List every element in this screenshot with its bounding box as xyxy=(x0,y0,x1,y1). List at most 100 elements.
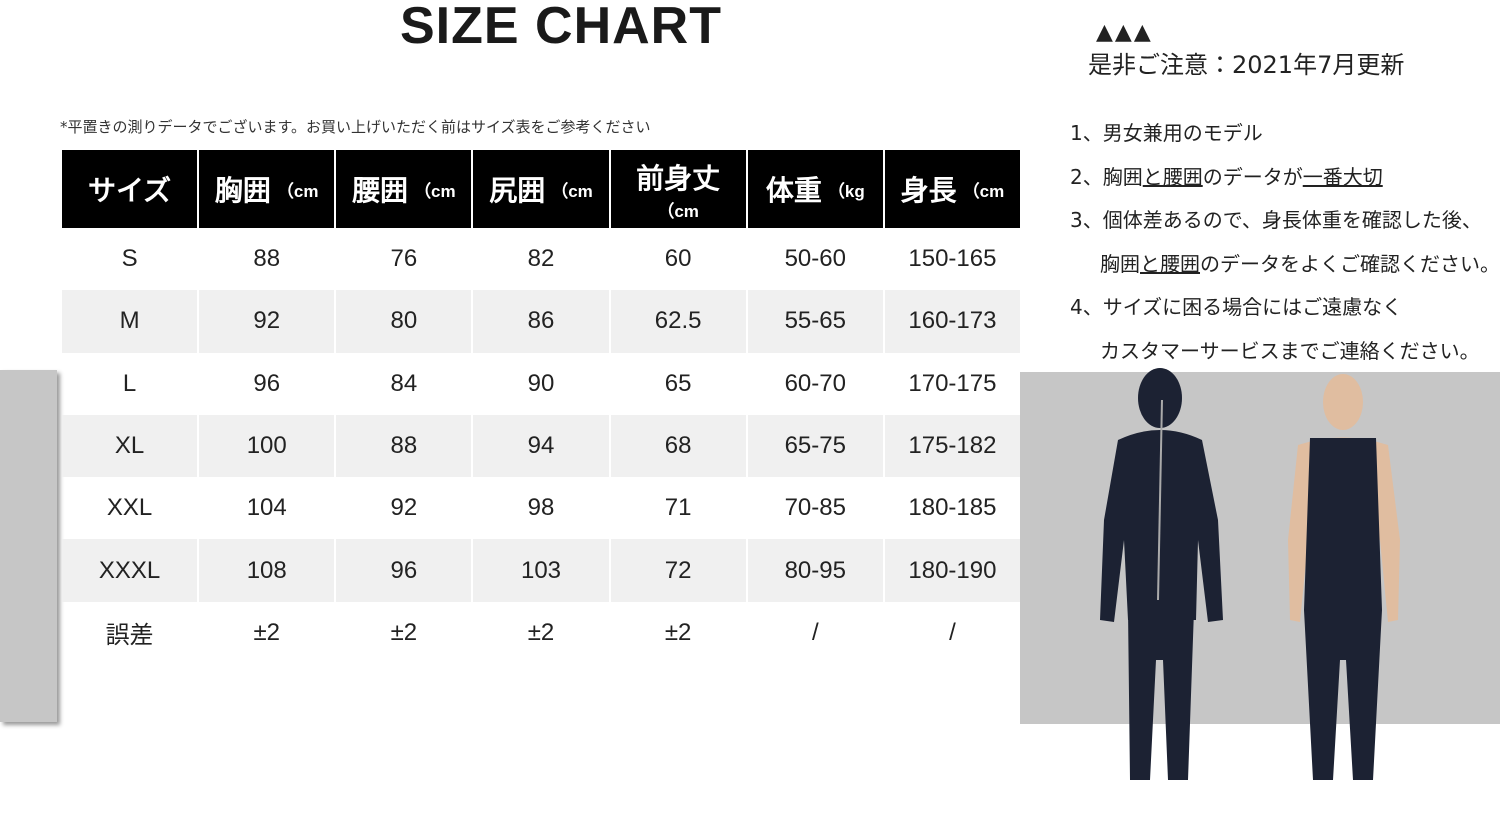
note-segment: 4、サイズに困る場合にはご遠慮なく xyxy=(1070,295,1403,319)
note-segment: 2、胸囲 xyxy=(1070,164,1143,189)
header-label: 腰囲 xyxy=(352,175,409,206)
note-line: 3、個体差あるので、身長体重を確認した後、 xyxy=(1070,199,1500,243)
table-cell: 70-85 xyxy=(784,494,846,522)
header-unit: （cm xyxy=(657,201,699,221)
table-cell: ±2 xyxy=(664,618,692,646)
table-cell: XXXL xyxy=(62,539,198,602)
table-cell: 80 xyxy=(336,290,472,353)
title: SIZE CHART xyxy=(400,0,722,55)
header-label: サイズ xyxy=(87,175,172,206)
header-label: 身長 xyxy=(900,175,957,206)
table-row: M 92 80 86 62.5 55-65 160-173 xyxy=(62,290,1020,353)
table-row: XL 100 88 94 68 65-75 175-182 xyxy=(62,414,1020,478)
table-cell: 55-65 xyxy=(747,290,883,353)
table-cell: 96 xyxy=(336,539,472,602)
table-cell: 170-175 xyxy=(908,369,997,397)
table-cell: 84 xyxy=(390,369,418,397)
table-cell: 62.5 xyxy=(610,290,746,353)
table-cell: 104 xyxy=(246,494,287,522)
table-cell: L xyxy=(122,369,137,397)
notice-text: 是非ご注意：2021年7月更新 xyxy=(1088,51,1405,79)
table-cell: 96 xyxy=(253,369,281,397)
table-cell: 160-173 xyxy=(884,290,1020,353)
table-cell: XL xyxy=(62,414,198,478)
table-cell: / xyxy=(949,618,956,646)
header-cell: 胸囲 （cm xyxy=(199,150,335,228)
table-cell: 60-70 xyxy=(784,369,846,397)
table-cell: / xyxy=(811,618,819,646)
note-segment: と腰囲 xyxy=(1140,251,1200,276)
note: *平置きの測りデータでございます。お買い上げいただく前はサイズ表をご参考ください xyxy=(60,118,651,136)
header-label: 尻囲 xyxy=(489,175,546,206)
table-cell: XXL xyxy=(106,494,153,522)
model-photo xyxy=(1020,368,1500,780)
table-cell: 88 xyxy=(253,245,281,273)
table-cell: 76 xyxy=(390,245,418,273)
header-cell: 前身丈 （cm xyxy=(610,150,746,228)
table-row: L 96 84 90 65 60-70 170-175 xyxy=(62,353,1020,415)
model-hooded xyxy=(1100,368,1223,780)
size-table: サイズ 胸囲 （cm 腰囲 （cm 尻囲 （cm 前身丈 （cm 体重 （kg 身長 （cm S 88 76 8… xyxy=(62,150,1020,664)
note-segment: 一番大切 xyxy=(1302,164,1383,189)
table-cell: 82 xyxy=(527,245,555,273)
note-line: 4、サイズに困る場合にはご遠慮なく xyxy=(1070,286,1500,330)
header-cell: 腰囲 （cm xyxy=(336,150,472,228)
header-cell: 体重 （kg xyxy=(747,150,883,228)
table-cell: ±2 xyxy=(390,618,418,646)
note-line: 2、胸囲と腰囲のデータが一番大切 xyxy=(1070,156,1500,200)
header-cell: 身長 （cm xyxy=(884,150,1020,228)
note-segment: 胸囲 xyxy=(1100,251,1140,276)
table-cell: M xyxy=(62,290,198,353)
table-cell: 92 xyxy=(390,494,418,522)
table-row: S 88 76 82 60 50-60 150-165 xyxy=(62,228,1020,290)
note-segment: 3、個体差あるので、身長体重を確認した後、 xyxy=(1070,208,1482,232)
table-cell: 誤差 xyxy=(105,622,154,650)
table-row: XXXL 108 96 103 72 80-95 180-190 xyxy=(62,539,1020,602)
table-row: 誤差 ±2 ±2 ±2 ±2 / / xyxy=(62,602,1020,664)
table-cell: 100 xyxy=(199,414,335,478)
note-segment: のデータをよくご確認ください。 xyxy=(1200,251,1500,276)
notes: 1、男女兼用のモデル 2、胸囲と腰囲のデータが一番大切 3、個体差あるので、身長体重… xyxy=(1070,112,1500,373)
photo-background xyxy=(1020,372,1500,724)
table-cell: ±2 xyxy=(253,618,280,646)
table-cell: 150-165 xyxy=(908,245,997,273)
table-cell: 65-75 xyxy=(747,414,883,478)
table-cell: 65 xyxy=(664,369,692,397)
table-cell: 60 xyxy=(664,245,692,273)
table-cell: 72 xyxy=(610,539,746,602)
header-label: 体重 xyxy=(765,175,822,206)
note-line: 胸囲と腰囲のデータをよくご確認ください。 xyxy=(1070,243,1500,287)
note-segment: 1、男女兼用のモデル xyxy=(1070,121,1263,145)
header-unit: （cm xyxy=(962,181,1005,201)
header-label: 前身丈 xyxy=(636,162,721,194)
header-unit: （cm xyxy=(551,181,593,201)
header-cell: サイズ xyxy=(62,150,198,228)
note-line: カスタマーサービスまでご連絡ください。 xyxy=(1070,330,1500,374)
table-cell: 98 xyxy=(527,494,555,522)
table-cell: 68 xyxy=(610,414,746,478)
table-cell: 94 xyxy=(473,414,609,478)
note-line: 1、男女兼用のモデル xyxy=(1070,112,1500,156)
table-cell: 90 xyxy=(527,369,555,397)
side-panel xyxy=(0,370,57,722)
table-cell: ±2 xyxy=(527,618,555,646)
table-cell: 80-95 xyxy=(747,539,883,602)
table-cell: S xyxy=(121,245,138,273)
table-cell: 92 xyxy=(199,290,335,353)
table-cell: 71 xyxy=(664,494,692,522)
table-cell: 103 xyxy=(473,539,609,602)
notice-marks: ▲▲▲ xyxy=(1096,20,1153,45)
model-sleeveless xyxy=(1288,374,1400,780)
note-segment: と腰囲 xyxy=(1142,164,1203,189)
header-unit: （cm xyxy=(276,181,319,201)
table-cell: 50-60 xyxy=(784,245,846,273)
note-segment: のデータが xyxy=(1202,164,1303,189)
header-cell: 尻囲 （cm xyxy=(473,150,609,228)
notice: ▲▲▲ 是非ご注意：2021年7月更新 xyxy=(1088,20,1404,80)
table-cell: 88 xyxy=(336,414,472,478)
header-unit: （kg xyxy=(827,181,865,201)
table-cell: 108 xyxy=(199,539,335,602)
table-cell: 180-185 xyxy=(908,494,997,522)
header-unit: （cm xyxy=(414,181,456,201)
